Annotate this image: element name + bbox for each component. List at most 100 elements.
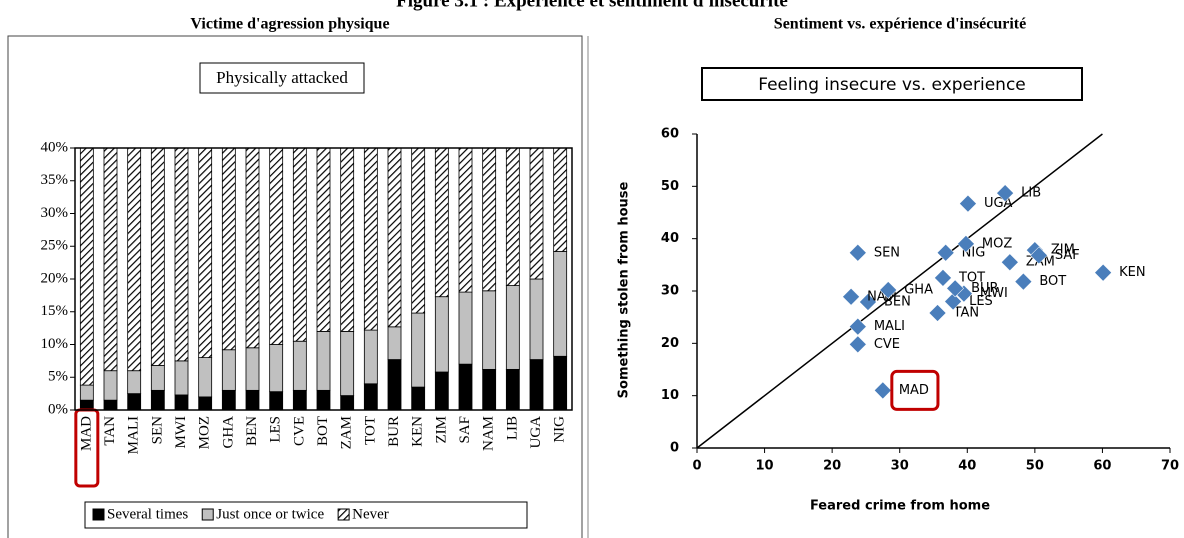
y-tick-label: 40 [661, 231, 679, 246]
point-label: BOT [1039, 274, 1066, 289]
point-label: MOZ [982, 236, 1012, 251]
point [842, 287, 860, 306]
y-tick-label: 30% [41, 205, 69, 221]
bar-segment [269, 344, 284, 393]
x-tick-label: 50 [1026, 459, 1044, 474]
x-tick-label: BEN [244, 416, 260, 446]
y-tick-label: 50 [661, 179, 679, 194]
bar-segment [127, 370, 142, 395]
legend-swatch [92, 508, 105, 521]
legend-label: Several times [107, 506, 188, 522]
x-tick-label: BUR [386, 416, 402, 447]
x-tick-label: 10 [756, 459, 774, 474]
bar-segment [458, 148, 473, 293]
x-tick-label: BOT [315, 416, 331, 446]
x-tick-label: CVE [291, 416, 307, 446]
point [936, 243, 955, 262]
bar-segment [482, 368, 497, 410]
bar-segment [340, 148, 355, 332]
bar-segment [434, 371, 449, 410]
bar-segment [127, 393, 142, 410]
title-box [701, 67, 1083, 101]
bar-segment [292, 148, 307, 342]
bar-segment [434, 148, 449, 298]
y-tick-label: 40% [41, 139, 69, 155]
reference-line [696, 133, 1103, 449]
point [879, 281, 898, 299]
bar-segment [150, 148, 165, 366]
bar-segment [505, 285, 520, 370]
point [848, 317, 867, 336]
bar-segment [245, 347, 260, 391]
point [873, 381, 892, 400]
bar-segment [340, 330, 355, 396]
y-tick-label: 10% [41, 336, 69, 352]
bar-segment [221, 148, 236, 351]
bar-segment [363, 148, 378, 331]
point [944, 292, 962, 311]
x-tick-label: NIG [552, 416, 568, 443]
x-tick-label: UGA [528, 416, 544, 449]
bar-segment [316, 330, 331, 391]
bar-segment [363, 383, 378, 410]
bar-segment [505, 148, 520, 286]
x-tick-label: 0 [692, 459, 701, 474]
point [1030, 246, 1048, 265]
bar-segment [458, 291, 473, 365]
point [959, 194, 977, 213]
bar-segment [150, 389, 165, 410]
x-tick-label: 70 [1161, 459, 1179, 474]
bar-segment [387, 326, 402, 360]
bar-segment [529, 148, 544, 280]
y-tick-label: 35% [41, 172, 69, 188]
bar-segment [529, 278, 544, 360]
bar-segment [198, 357, 213, 398]
bar-segment [292, 340, 307, 391]
point [957, 235, 975, 253]
bar-segment [103, 148, 118, 372]
bar-segment [221, 349, 236, 391]
point-label: SEN [874, 245, 900, 260]
x-tick-label: 40 [958, 459, 976, 474]
x-axis-label: Feared crime from home [810, 499, 990, 514]
point-label: KEN [1119, 265, 1145, 280]
bar-segment [482, 290, 497, 370]
y-tick-label: 60 [661, 127, 679, 142]
point-label: BEN [884, 294, 911, 309]
point-label: LES [969, 294, 993, 309]
x-tick-label: NAM [481, 416, 497, 451]
point [934, 269, 952, 287]
bar-segment [198, 396, 213, 410]
bar-segment [411, 312, 426, 388]
y-tick-label: 30 [661, 284, 679, 299]
point-label: MAD [899, 383, 929, 398]
bar-segment [174, 148, 189, 362]
chart-title: Physically attacked [216, 68, 348, 87]
bar-segment [269, 148, 284, 345]
x-tick-label: TOT [362, 416, 378, 445]
x-tick-label: ZAM [339, 416, 355, 449]
point-label: ZIM [1051, 243, 1075, 258]
bar-segment [434, 296, 449, 373]
legend-box [84, 501, 528, 529]
y-tick-label: 5% [48, 369, 68, 385]
x-tick-label: SEN [149, 416, 165, 445]
bar-segment [553, 148, 568, 252]
point-label: MWI [980, 286, 1008, 301]
bar-segment [198, 148, 213, 358]
bar-segment [387, 148, 402, 328]
bar-segment [150, 365, 165, 391]
bar-segment [174, 394, 189, 410]
point-label: MALI [874, 319, 905, 334]
point-label: SAF [1055, 248, 1080, 263]
point-label: TAN [953, 305, 980, 320]
bar-segment [387, 359, 402, 410]
bar-segment [221, 389, 236, 410]
point [946, 279, 964, 298]
point-label: BUR [971, 281, 998, 296]
chart-subtitle: Victime d'agression physique [190, 16, 389, 33]
bar-segment [553, 251, 568, 357]
y-axis-label: Something stolen from house [617, 181, 632, 398]
bar-segment [269, 391, 284, 410]
highlight-box [890, 369, 940, 411]
